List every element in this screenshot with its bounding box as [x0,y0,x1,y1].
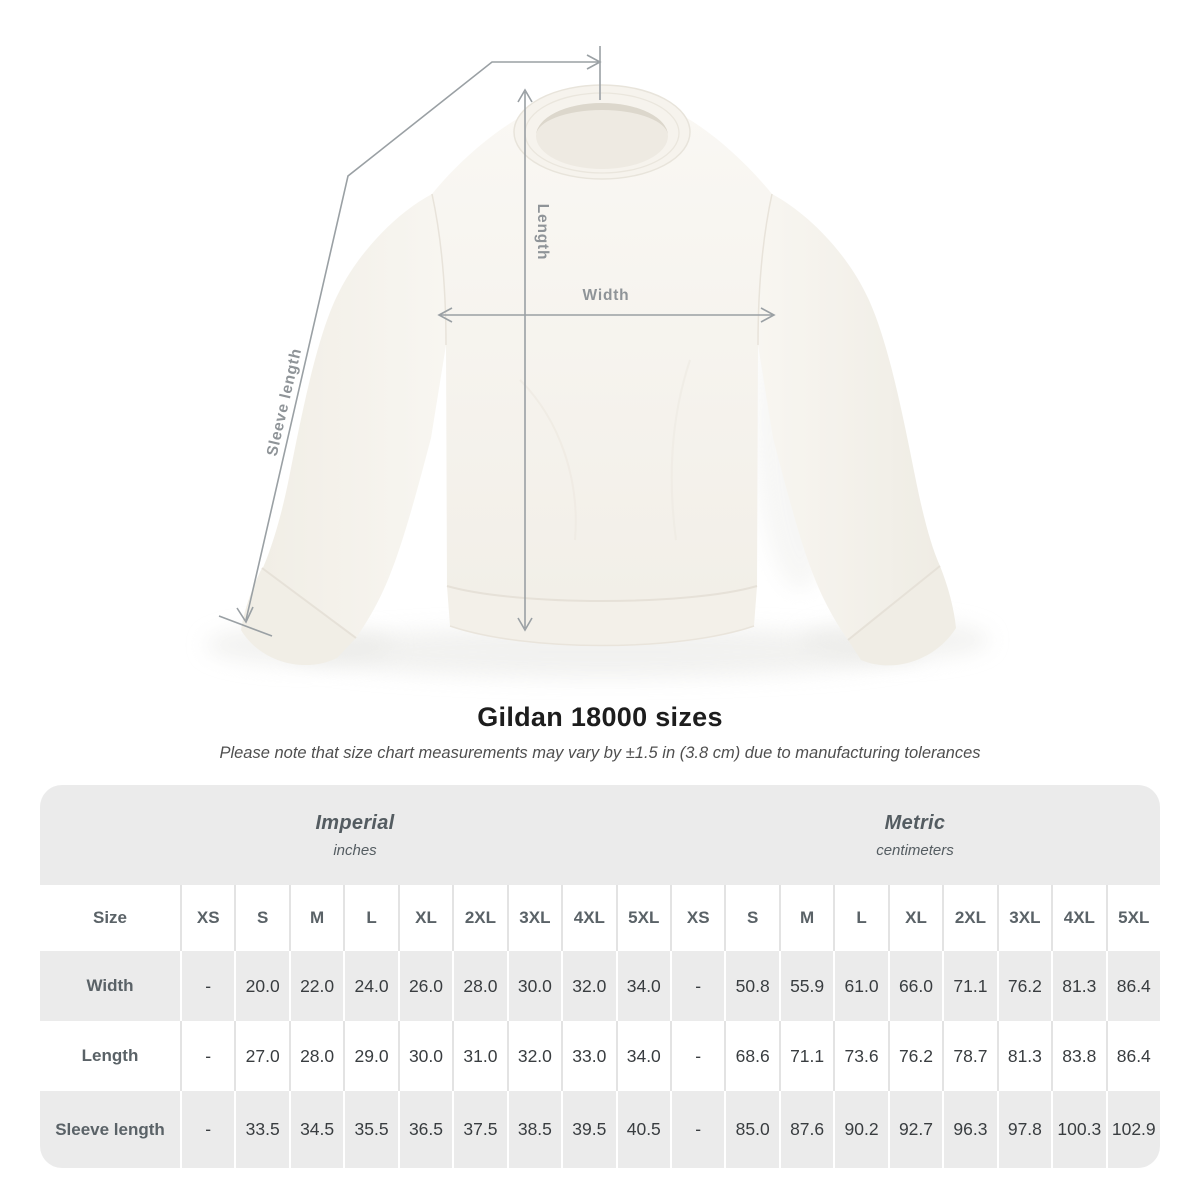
value-cell: 68.6 [724,1021,779,1091]
row-label-sleeve-length: Sleeve length [40,1091,180,1168]
size-header-cell: 2XL [942,885,997,951]
page-title: Gildan 18000 sizes [477,702,723,732]
value-cell: 29.0 [343,1021,398,1091]
metric-label: Metric [884,811,946,834]
value-cell: 55.9 [778,951,834,1021]
size-header-cell: XS [669,885,725,951]
value-cell: 76.2 [887,1021,943,1091]
value-cell: - [669,1021,725,1091]
value-cell: 34.0 [615,951,670,1021]
value-cell: 33.0 [561,1021,616,1091]
value-cell: 86.4 [1105,1021,1160,1091]
value-cell: - [180,951,235,1021]
row-label-length: Length [40,1021,180,1091]
value-cell: - [180,1091,235,1168]
value-cell: 86.4 [1105,951,1160,1021]
value-cell: 28.0 [452,951,507,1021]
size-header-cell: 4XL [561,885,616,951]
value-cell: 39.5 [561,1091,616,1168]
cuff-tick [218,615,273,637]
value-cell: 87.6 [778,1091,834,1168]
value-cell: 73.6 [833,1021,888,1091]
width-label: Width [583,287,630,304]
size-col-header: Size [40,885,180,951]
value-cell: 26.0 [397,951,453,1021]
value-cell: - [180,1021,235,1091]
metric-group-header: Metric centimeters [669,785,1160,885]
value-cell: 97.8 [996,1091,1052,1168]
value-cell: 32.0 [561,951,616,1021]
value-cell: 76.2 [996,951,1052,1021]
size-header-cell: 4XL [1051,885,1106,951]
value-cell: 22.0 [288,951,344,1021]
value-cell: 81.3 [1051,951,1106,1021]
value-cell: 30.0 [506,951,562,1021]
value-cell: 32.0 [506,1021,562,1091]
value-cell: 30.0 [397,1021,453,1091]
value-cell: 102.9 [1105,1091,1160,1168]
value-cell: 34.0 [615,1021,670,1091]
size-header-cell: 3XL [506,885,562,951]
value-cell: 78.7 [942,1021,997,1091]
tolerance-note: Please note that size chart measurements… [219,744,981,762]
size-guide-figure: Length Width Sleeve length [205,46,990,678]
size-header-cell: XL [397,885,453,951]
row-label-width: Width [40,951,180,1021]
collar [513,84,691,180]
value-cell: 85.0 [724,1091,779,1168]
value-cell: 40.5 [615,1091,670,1168]
value-cell: 61.0 [833,951,888,1021]
value-cell: 36.5 [397,1091,453,1168]
size-header-cell: L [343,885,398,951]
imperial-label: Imperial [315,811,395,834]
value-cell: 50.8 [724,951,779,1021]
sweatshirt-body [241,84,956,666]
value-cell: 37.5 [452,1091,507,1168]
value-cell: 20.0 [234,951,289,1021]
size-chart-table: Imperial inches Metric centimeters Size … [40,785,1160,1168]
value-cell: - [669,1091,725,1168]
value-cell: 92.7 [887,1091,943,1168]
size-header-cell: 5XL [1105,885,1160,951]
size-header-cell: 3XL [996,885,1052,951]
value-cell: 100.3 [1051,1091,1106,1168]
value-cell: 33.5 [234,1091,289,1168]
size-header-cell: L [833,885,888,951]
size-header-cell: XS [180,885,235,951]
size-header-cell: M [778,885,834,951]
value-cell: 66.0 [887,951,943,1021]
length-arrow [517,88,533,632]
value-cell: 31.0 [452,1021,507,1091]
value-cell: 90.2 [833,1091,888,1168]
value-cell: 27.0 [234,1021,289,1091]
imperial-group-header: Imperial inches [40,785,670,885]
size-header-cell: XL [887,885,943,951]
value-cell: 34.5 [288,1091,344,1168]
imperial-unit: inches [333,841,377,859]
value-cell: 24.0 [343,951,398,1021]
value-cell: 83.8 [1051,1021,1106,1091]
size-header-cell: 5XL [615,885,670,951]
width-arrow [437,307,776,323]
value-cell: 28.0 [288,1021,344,1091]
value-cell: - [669,951,725,1021]
length-label: Length [534,204,551,260]
metric-unit: centimeters [876,841,954,859]
sleeve-length-arrow [218,46,602,637]
sweatshirt-illustration: Length Width Sleeve length [205,46,990,678]
value-cell: 71.1 [942,951,997,1021]
value-cell: 96.3 [942,1091,997,1168]
value-cell: 35.5 [343,1091,398,1168]
value-cell: 71.1 [778,1021,834,1091]
size-header-cell: S [234,885,289,951]
size-header-cell: S [724,885,779,951]
value-cell: 38.5 [506,1091,562,1168]
value-cell: 81.3 [996,1021,1052,1091]
size-header-cell: 2XL [452,885,507,951]
size-header-cell: M [288,885,344,951]
